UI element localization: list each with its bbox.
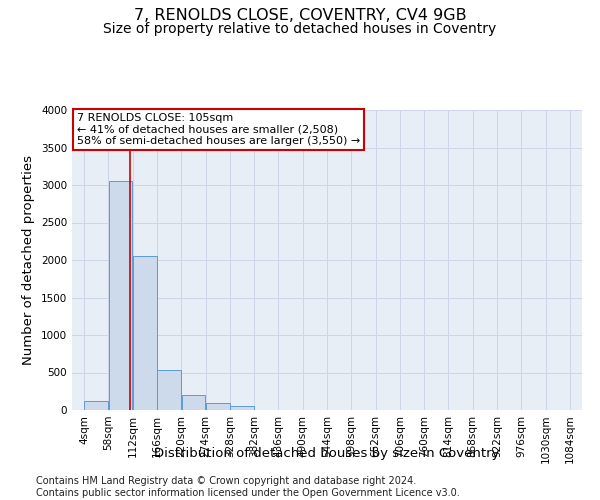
Text: Contains HM Land Registry data © Crown copyright and database right 2024.
Contai: Contains HM Land Registry data © Crown c… bbox=[36, 476, 460, 498]
Bar bbox=[85, 401, 108, 410]
Bar bbox=[157, 370, 181, 410]
Y-axis label: Number of detached properties: Number of detached properties bbox=[22, 155, 35, 365]
Bar bbox=[182, 395, 205, 410]
Text: 7 RENOLDS CLOSE: 105sqm
← 41% of detached houses are smaller (2,508)
58% of semi: 7 RENOLDS CLOSE: 105sqm ← 41% of detache… bbox=[77, 113, 361, 146]
Text: Distribution of detached houses by size in Coventry: Distribution of detached houses by size … bbox=[154, 448, 500, 460]
Bar bbox=[109, 180, 133, 410]
Text: 7, RENOLDS CLOSE, COVENTRY, CV4 9GB: 7, RENOLDS CLOSE, COVENTRY, CV4 9GB bbox=[134, 8, 466, 22]
Bar bbox=[133, 256, 157, 410]
Text: Size of property relative to detached houses in Coventry: Size of property relative to detached ho… bbox=[103, 22, 497, 36]
Bar bbox=[206, 403, 230, 410]
Bar bbox=[230, 406, 254, 410]
